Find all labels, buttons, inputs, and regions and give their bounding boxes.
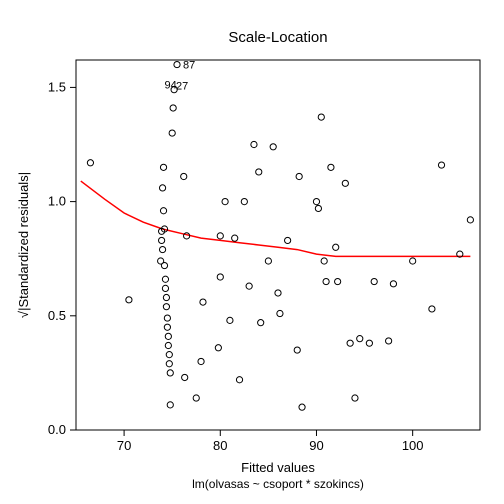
x-axis-label: Fitted values bbox=[241, 460, 315, 475]
y-tick-label: 1.0 bbox=[48, 194, 66, 209]
y-axis-label: √|Standardized residuals| bbox=[16, 172, 31, 318]
y-tick-label: 0.0 bbox=[48, 422, 66, 437]
x-tick-label: 90 bbox=[309, 438, 323, 453]
chart-svg: 70 80 90 100 0.0 0.5 1.0 1.5 87 9427 Scale-Locatio… bbox=[0, 0, 504, 504]
x-tick-label: 100 bbox=[402, 438, 424, 453]
chart-title: Scale-Location bbox=[228, 29, 327, 46]
outlier-label: 94 bbox=[164, 80, 176, 92]
y-tick-label: 1.5 bbox=[48, 79, 66, 94]
x-tick-label: 70 bbox=[117, 438, 131, 453]
model-call-label: lm(olvasas ~ csoport * szokincs) bbox=[192, 477, 364, 491]
outlier-label: 87 bbox=[183, 60, 195, 72]
outlier-label: 27 bbox=[176, 81, 188, 93]
y-tick-label: 0.5 bbox=[48, 308, 66, 323]
scale-location-chart: 70 80 90 100 0.0 0.5 1.0 1.5 87 9427 Scale-Locatio… bbox=[0, 0, 504, 504]
x-tick-label: 80 bbox=[213, 438, 227, 453]
